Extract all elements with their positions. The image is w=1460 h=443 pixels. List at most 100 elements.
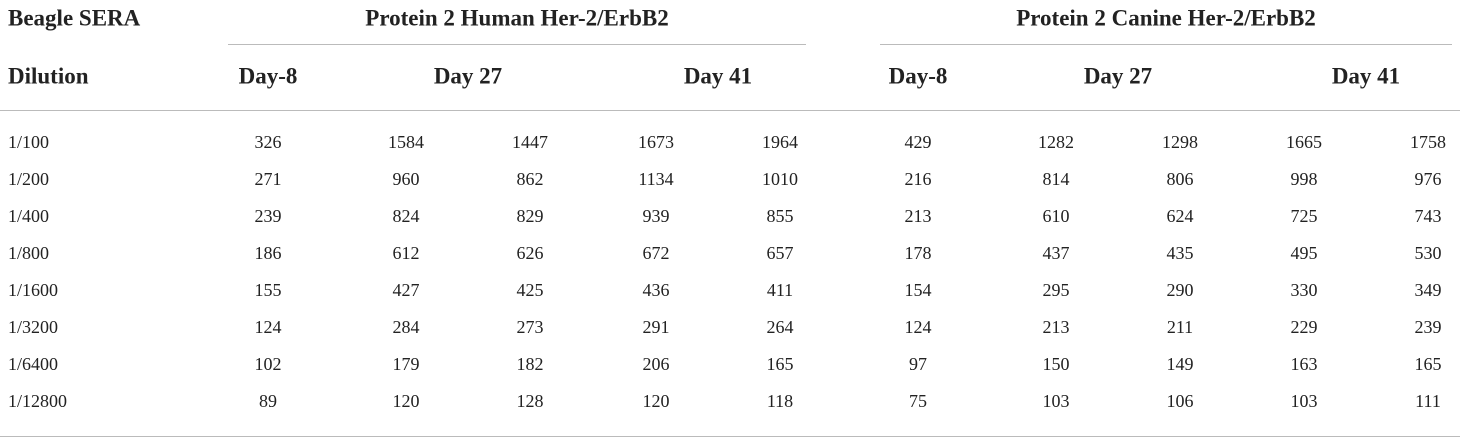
cell: 154 [904,280,932,300]
cell: 626 [516,243,544,263]
day-header: Day 27 [1083,63,1153,89]
cell: 273 [516,317,544,337]
dilution: 1/3200 [8,317,59,337]
cell: 216 [904,169,932,189]
day-header: Day 27 [433,63,503,89]
cell: 155 [254,280,282,300]
cell: 326 [254,132,282,152]
cell: 97 [909,354,927,374]
dilution: 1/400 [8,206,50,226]
day-header: Day 41 [1331,63,1401,89]
group-title: Protein 2 Human Her-2/ErbB2 [365,5,669,31]
cell: 814 [1042,169,1070,189]
cell: 239 [254,206,282,226]
cell: 103 [1290,391,1318,411]
cell: 1665 [1286,132,1322,152]
cell: 960 [392,169,420,189]
cell: 829 [516,206,544,226]
cell: 427 [392,280,420,300]
cell: 211 [1166,317,1194,337]
cell: 939 [642,206,670,226]
cell: 610 [1042,206,1070,226]
cell: 178 [904,243,932,263]
cell: 437 [1042,243,1070,263]
cell: 824 [392,206,420,226]
cell: 1298 [1162,132,1198,152]
cell: 264 [766,317,794,337]
cell: 149 [1166,354,1194,374]
cell: 1584 [388,132,424,152]
cell: 862 [516,169,544,189]
cell: 124 [904,317,932,337]
cell: 612 [392,243,420,263]
dilution: 1/1600 [8,280,59,300]
cell: 672 [642,243,670,263]
cell: 330 [1290,280,1318,300]
cell: 530 [1414,243,1442,263]
cell: 186 [254,243,282,263]
day-header: Day-8 [238,63,298,89]
cell: 120 [392,391,420,411]
cell: 1282 [1038,132,1074,152]
cell: 128 [516,391,544,411]
day-header: Day 41 [683,63,753,89]
cell: 1447 [512,132,548,152]
cell: 295 [1042,280,1070,300]
cell: 1134 [638,169,674,189]
cell: 213 [904,206,932,226]
header-label: Dilution [8,63,89,89]
dilution: 1/200 [8,169,50,189]
cell: 1673 [638,132,674,152]
cell: 271 [254,169,282,189]
cell: 111 [1415,391,1441,411]
cell: 165 [1414,354,1442,374]
dilution: 1/12800 [8,391,68,411]
cell: 102 [254,354,282,374]
dilution: 1/100 [8,132,50,152]
cell: 495 [1290,243,1318,263]
cell: 284 [392,317,420,337]
cell: 124 [254,317,282,337]
cell: 290 [1166,280,1194,300]
cell: 725 [1290,206,1318,226]
dilution: 1/800 [8,243,50,263]
cell: 436 [642,280,670,300]
cell: 1758 [1410,132,1446,152]
cell: 429 [904,132,932,152]
cell: 229 [1290,317,1318,337]
group-rule [228,44,806,45]
cell: 120 [642,391,670,411]
cell: 435 [1166,243,1194,263]
cell: 743 [1414,206,1442,226]
cell: 213 [1042,317,1070,337]
cell: 118 [766,391,794,411]
cell: 349 [1414,280,1442,300]
cell: 657 [766,243,794,263]
group-title: Protein 2 Canine Her-2/ErbB2 [1016,5,1316,31]
cell: 1964 [762,132,798,152]
cell: 150 [1042,354,1070,374]
cell: 75 [909,391,927,411]
cell: 291 [642,317,670,337]
cell: 976 [1414,169,1442,189]
cell: 411 [766,280,794,300]
cell: 425 [516,280,544,300]
cell: 624 [1166,206,1194,226]
header-rule [0,110,1460,111]
cell: 106 [1166,391,1194,411]
cell: 206 [642,354,670,374]
cell: 1010 [762,169,798,189]
cell: 806 [1166,169,1194,189]
cell: 179 [392,354,420,374]
cell: 239 [1414,317,1442,337]
cell: 165 [766,354,794,374]
cell: 182 [516,354,544,374]
cell: 855 [766,206,794,226]
cell: 103 [1042,391,1070,411]
dilution: 1/6400 [8,354,59,374]
cell: 89 [259,391,277,411]
group-rule [880,44,1452,45]
header-label: Beagle SERA [8,5,141,31]
cell: 163 [1290,354,1318,374]
